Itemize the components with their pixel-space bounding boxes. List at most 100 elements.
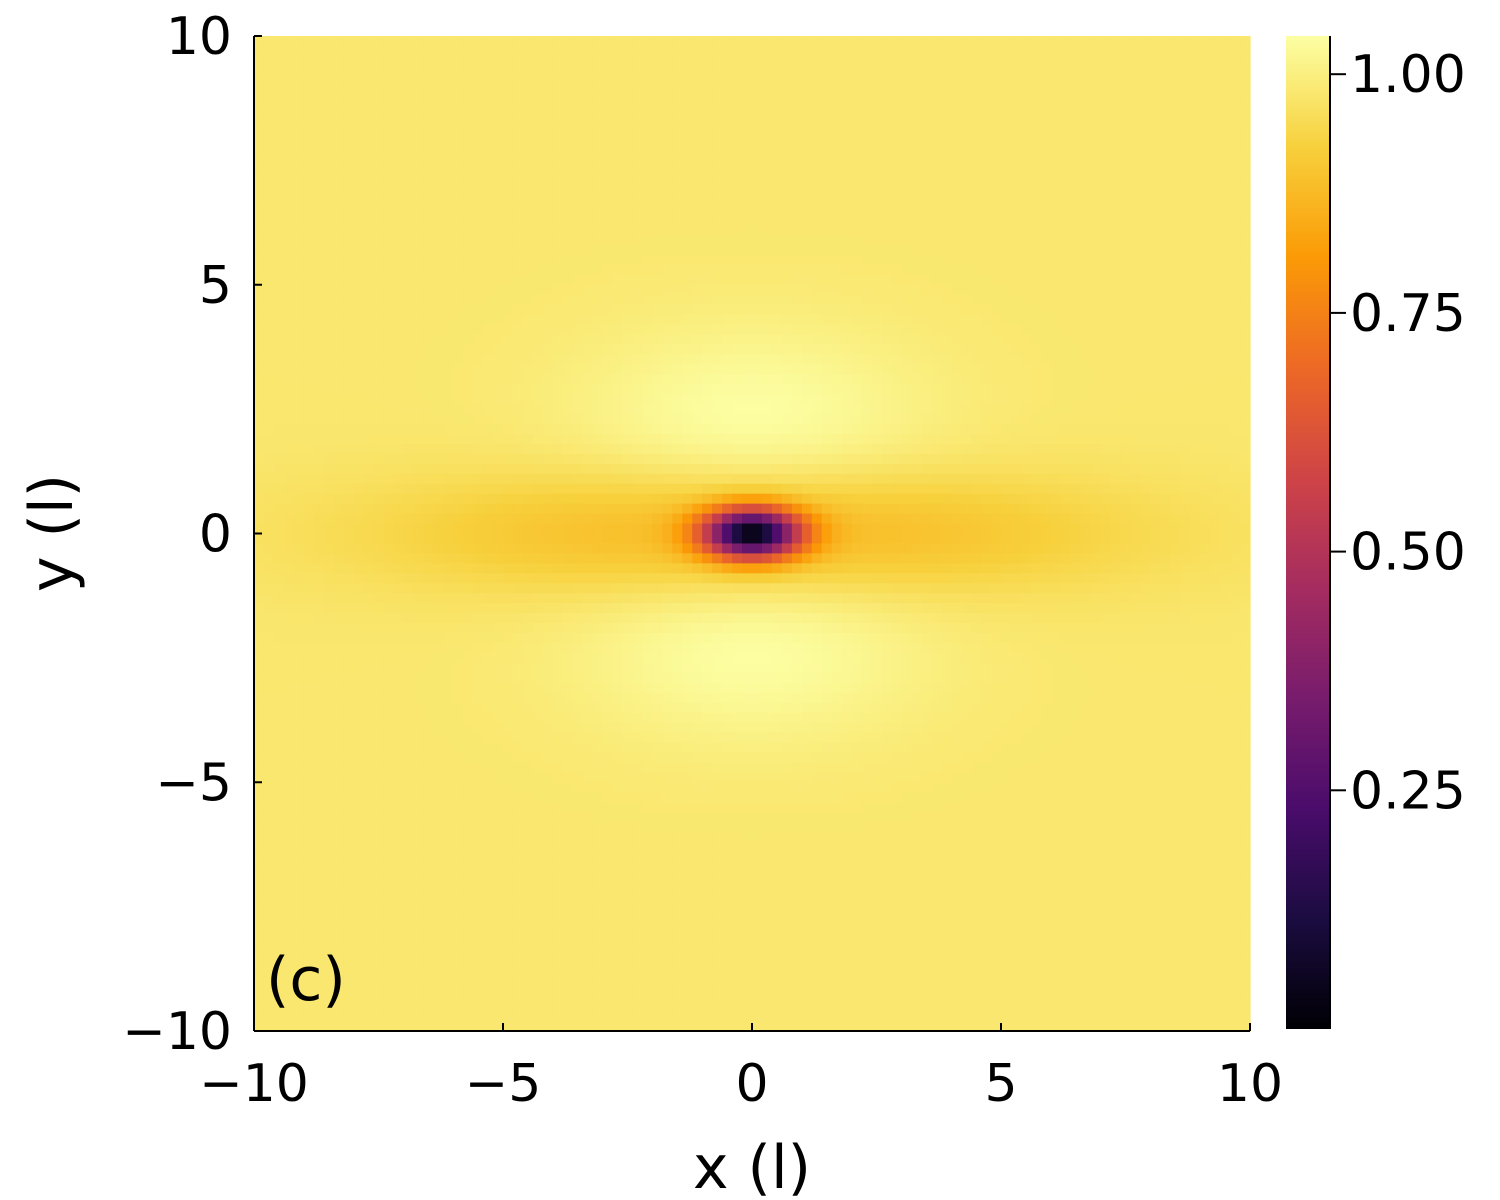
heatmap-cell [503,513,514,525]
heatmap-cell [503,394,514,405]
heatmap-cell [752,175,763,186]
heatmap-cell [642,254,653,266]
heatmap-cell [393,105,404,117]
heatmap-cell [1010,473,1022,485]
heatmap-cell [722,414,733,425]
heatmap-cell [1190,304,1201,316]
heatmap-cell [512,155,524,166]
heatmap-cell [552,175,564,186]
heatmap-cell [642,205,653,216]
heatmap-cell [293,95,305,107]
heatmap-cell [343,473,355,485]
heatmap-cell [702,65,713,77]
heatmap-cell [562,105,574,117]
heatmap-cell [911,125,922,137]
heatmap-cell [831,463,843,475]
heatmap-cell [353,304,365,316]
heatmap-cell [642,125,653,137]
heatmap-cell [1030,205,1042,216]
heatmap-cell [572,95,584,107]
heatmap-cell [871,254,883,266]
heatmap-cell [1020,414,1032,425]
heatmap-cell [1190,75,1201,87]
heatmap-cell [841,314,853,326]
heatmap-cell [503,195,514,206]
heatmap-cell [1080,65,1092,77]
heatmap-cell [911,95,922,107]
heatmap-cell [1200,404,1211,415]
heatmap-cell [642,175,653,186]
heatmap-cell [473,155,484,166]
heatmap-cell [901,195,912,206]
heatmap-cell [682,284,693,296]
heatmap-cell [1040,304,1052,316]
heatmap-cell [1210,175,1221,186]
heatmap-cell [1170,264,1181,276]
heatmap-cell [453,155,464,166]
heatmap-cell [443,443,454,455]
heatmap-cell [1120,135,1132,147]
heatmap-cell [1150,344,1161,355]
heatmap-cell [931,463,942,475]
heatmap-cell [532,145,544,156]
heatmap-cell [921,424,932,435]
heatmap-cell [632,294,644,306]
heatmap-cell [1230,304,1241,316]
heatmap-cell [473,185,484,196]
heatmap-cell [373,115,385,127]
heatmap-cell [1140,175,1151,186]
heatmap-cell [871,135,883,147]
heatmap-cell [273,105,285,117]
heatmap-cell [981,264,992,276]
heatmap-cell [443,354,454,365]
heatmap-cell [602,135,614,147]
heatmap-cell [1030,215,1042,226]
heatmap-cell [303,493,315,505]
heatmap-cell [682,215,693,226]
heatmap-cell [811,314,823,326]
heatmap-cell [1040,254,1052,266]
heatmap-cell [682,235,693,246]
heatmap-cell [632,105,644,117]
heatmap-cell [981,384,992,395]
heatmap-cell [552,135,564,147]
heatmap-cell [592,364,604,375]
heatmap-cell [971,85,982,97]
heatmap-cell [921,125,932,137]
heatmap-cell [1040,125,1052,137]
heatmap-cell [851,513,863,525]
heatmap-cell [1240,155,1251,166]
heatmap-cell [1070,384,1082,395]
heatmap-cell [1220,225,1231,236]
heatmap-cell [373,254,385,266]
heatmap-cell [433,473,444,485]
heatmap-cell [602,254,614,266]
heatmap-cell [1060,165,1072,176]
heatmap-cell [652,513,663,525]
heatmap-cell [1030,235,1042,246]
heatmap-cell [692,45,703,57]
heatmap-cell [373,65,385,77]
heatmap-cell [373,284,385,296]
heatmap-cell [702,334,713,346]
heatmap-cell [951,185,962,196]
heatmap-cell [413,324,424,336]
heatmap-cell [1080,324,1092,336]
heatmap-cell [443,205,454,216]
heatmap-cell [1070,284,1082,296]
heatmap-cell [512,473,524,485]
heatmap-cell [981,45,992,57]
heatmap-cell [263,483,275,495]
heatmap-cell [1020,235,1032,246]
heatmap-cell [841,36,853,47]
heatmap-cell [752,443,763,455]
heatmap-cell [552,95,564,107]
heatmap-cell [971,493,982,505]
heatmap-cell [1100,235,1112,246]
heatmap-cell [831,165,843,176]
heatmap-cell [642,483,653,495]
heatmap-cell [652,414,663,425]
heatmap-cell [363,36,375,47]
heatmap-cell [702,414,713,425]
heatmap-cell [1060,264,1072,276]
